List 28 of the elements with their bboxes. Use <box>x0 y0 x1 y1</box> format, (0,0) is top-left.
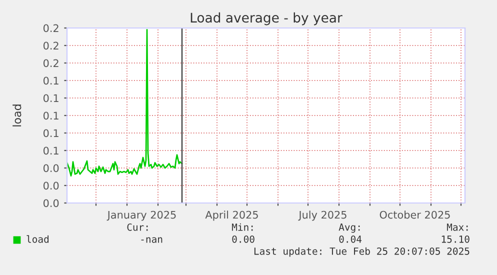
text: 0.04 <box>339 235 362 243</box>
text: Last update: Tue Feb 25 20:07:05 2025 <box>254 247 470 257</box>
y-axis-title: load <box>12 104 22 126</box>
x-tick-label: April 2025 <box>205 210 258 221</box>
line-series <box>67 29 183 177</box>
y-tick-label: 0.1 <box>43 76 58 85</box>
y-tick-label: 0.1 <box>43 94 58 102</box>
text: 15.10 <box>442 235 470 243</box>
legend-label: load <box>26 235 49 243</box>
y-tick-label: 0.2 <box>43 42 58 50</box>
y-tick-label: 0.2 <box>43 24 58 32</box>
x-tick-label: January 2025 <box>106 210 176 221</box>
y-tick-label: 0.1 <box>43 146 58 155</box>
chart-title: Load average - by year <box>190 12 342 26</box>
x-tick-label: July 2025 <box>298 210 346 221</box>
y-tick-label: 0.2 <box>43 59 58 68</box>
y-tick-label: 0.1 <box>43 129 58 138</box>
text: 0.00 <box>232 235 254 243</box>
text: Max: <box>446 224 468 231</box>
text: -nan <box>141 237 162 243</box>
text: Cur: <box>127 223 148 231</box>
text: Avg: <box>338 224 360 233</box>
y-tick-label: 0.1 <box>43 112 58 120</box>
y-tick-label: 0.0 <box>43 182 59 190</box>
y-tick-label: 0.0 <box>43 164 59 172</box>
x-tick-label: October 2025 <box>380 210 450 219</box>
y-tick-label: 0.0 <box>43 199 59 208</box>
text: Min: <box>232 223 253 231</box>
